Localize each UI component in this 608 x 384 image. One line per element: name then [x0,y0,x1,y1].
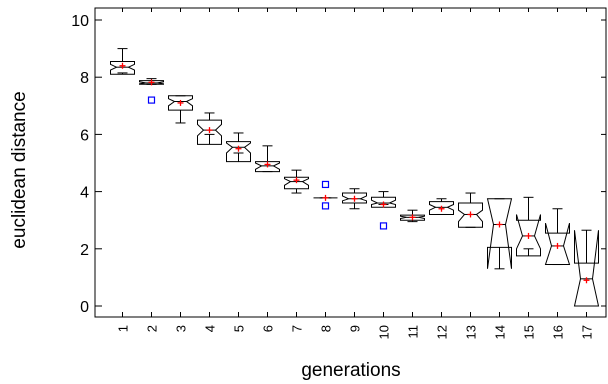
y-tick-label: 6 [80,127,89,144]
plot-frame [94,7,607,318]
x-axis-label: generations [301,360,401,381]
outlier-point [321,180,330,189]
y-axis-label: euclidean distance [9,91,30,249]
x-tick-label: 14 [493,325,508,339]
notched-box [284,176,309,190]
y-tick-label: 0 [80,299,89,316]
x-tick-label: 1 [116,325,131,332]
notched-box [544,222,571,265]
notched-box [168,95,193,111]
x-tick-label: 16 [551,325,566,339]
x-tick-label: 13 [464,325,479,339]
notched-box [400,214,425,221]
notched-box [486,198,513,269]
x-tick-label: 3 [174,325,189,332]
x-tick-label: 7 [290,325,305,332]
x-tick-label: 12 [435,325,450,339]
x-tick-label: 5 [232,325,247,332]
y-axis-label-container: euclidean distance [0,0,40,340]
notched-box [197,119,222,145]
notched-box [139,80,164,85]
x-tick-label: 8 [319,325,334,332]
x-tick-label: 9 [348,325,363,332]
notched-box [516,214,541,257]
notched-box [429,201,454,215]
x-tick-label: 4 [203,325,218,332]
y-tick-label: 4 [80,185,89,202]
notched-box [255,161,280,173]
outlier-point [321,202,330,210]
notched-box [573,230,600,307]
y-tick-label: 10 [71,13,89,30]
notched-box [342,192,367,204]
y-tick-label: 2 [80,242,89,259]
outlier-point [147,96,156,104]
x-tick-label: 17 [580,325,595,339]
notched-box [458,202,483,228]
x-tick-label: 11 [406,325,421,339]
x-tick-label: 6 [261,325,276,332]
y-tick-label: 8 [80,70,89,87]
notched-box [371,196,396,208]
notched-box [226,141,251,163]
x-tick-label: 2 [145,325,160,332]
x-tick-label: 15 [522,325,537,339]
outlier-point [379,222,388,230]
notched-box [110,61,135,75]
x-tick-label: 10 [377,325,392,339]
